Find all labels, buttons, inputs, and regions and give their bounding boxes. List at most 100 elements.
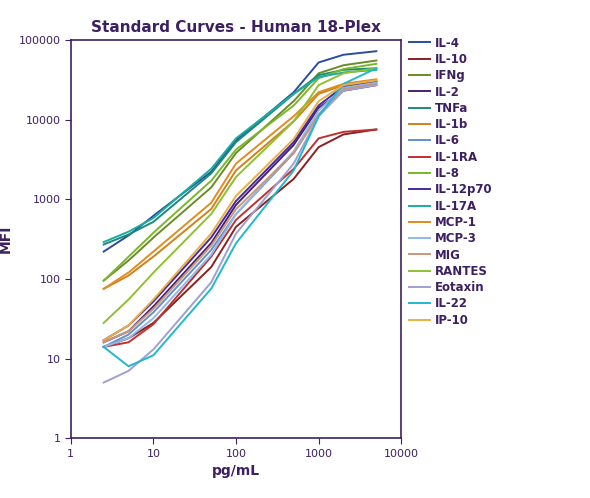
IL-1RA [348, 128, 355, 134]
IL-17A [261, 113, 268, 119]
Line: IL-10: IL-10 [104, 129, 376, 347]
IFNg [100, 278, 107, 284]
IL-17A [267, 109, 274, 115]
IL-12p70 [263, 167, 270, 173]
MIG [348, 85, 355, 91]
IFNg [101, 277, 108, 283]
IL-4 [330, 55, 337, 61]
MCP-3 [261, 179, 268, 185]
TNFa [330, 69, 337, 75]
IL-6 [261, 180, 268, 186]
IL-6 [101, 344, 108, 350]
IFNg [348, 61, 355, 67]
Line: IL-8: IL-8 [104, 64, 376, 281]
Eotaxin [330, 98, 337, 104]
IP-10 [100, 337, 107, 343]
MCP-1 [263, 136, 270, 142]
IL-17A [100, 239, 107, 245]
IL-10 [267, 195, 274, 201]
TNFa [267, 110, 274, 116]
IL-1RA [330, 131, 337, 137]
IL-10 [263, 199, 270, 205]
IL-4 [100, 249, 107, 254]
IL-22 [268, 196, 275, 202]
MCP-3 [330, 94, 337, 100]
Eotaxin [100, 379, 107, 385]
MIG [373, 81, 380, 87]
Eotaxin [101, 379, 108, 385]
IL-2 [330, 95, 337, 101]
IP-10 [261, 164, 268, 170]
Line: IL-4: IL-4 [104, 51, 376, 251]
IL-8 [261, 124, 268, 130]
IL-6 [263, 179, 270, 185]
MCP-1 [373, 76, 380, 82]
IL-2 [101, 339, 108, 345]
IL-1RA [263, 190, 270, 196]
MIG [261, 178, 268, 184]
MCP-1 [348, 80, 355, 86]
Line: IL-6: IL-6 [104, 83, 376, 347]
IL-1b [261, 142, 268, 148]
IP-10 [263, 163, 270, 169]
MCP-3 [348, 84, 355, 90]
IL-8 [101, 277, 108, 283]
IL-4 [261, 113, 268, 119]
IL-22 [373, 65, 380, 71]
Eotaxin [267, 189, 274, 195]
RANTES [267, 140, 274, 146]
IL-6 [267, 175, 274, 181]
IL-6 [330, 97, 337, 103]
IP-10 [101, 337, 108, 343]
IFNg [373, 58, 380, 64]
Eotaxin [348, 87, 355, 93]
IL-8 [100, 278, 107, 284]
TNFa [261, 115, 268, 121]
RANTES [373, 65, 380, 71]
MIG [263, 177, 270, 183]
IL-17A [101, 239, 108, 245]
IL-17A [348, 69, 355, 75]
IL-22 [124, 363, 132, 369]
IFNg [267, 119, 274, 125]
IL-17A [373, 67, 380, 73]
IL-1b [100, 286, 107, 292]
IP-10 [348, 81, 355, 87]
IL-2 [263, 171, 270, 177]
MCP-3 [263, 178, 270, 184]
IL-12p70 [261, 168, 268, 174]
RANTES [263, 145, 270, 151]
IL-1b [373, 79, 380, 85]
IL-22 [263, 201, 270, 207]
IFNg [330, 66, 337, 72]
IL-22 [348, 77, 355, 83]
MCP-1 [100, 286, 107, 292]
IL-1b [267, 138, 274, 144]
MCP-3 [373, 80, 380, 86]
TNFa [101, 241, 108, 247]
Eotaxin [261, 195, 268, 201]
Line: IL-1b: IL-1b [104, 82, 376, 289]
IL-1RA [101, 344, 108, 350]
IL-12p70 [348, 82, 355, 88]
IL-12p70 [373, 79, 380, 85]
TNFa [263, 114, 270, 120]
Eotaxin [263, 194, 270, 200]
IL-12p70 [100, 337, 107, 343]
MIG [100, 339, 107, 345]
IL-1RA [261, 191, 268, 197]
Line: IL-2: IL-2 [104, 85, 376, 342]
IL-1RA [373, 126, 380, 132]
IL-22 [100, 344, 107, 350]
IL-6 [348, 85, 355, 91]
IL-8 [330, 70, 337, 76]
IL-8 [373, 61, 380, 67]
Line: MCP-1: MCP-1 [104, 79, 376, 289]
RANTES [101, 319, 108, 325]
IL-4 [373, 48, 380, 54]
IL-12p70 [330, 91, 337, 97]
MCP-3 [100, 344, 107, 350]
Y-axis label: MFI: MFI [0, 225, 13, 253]
IL-4 [348, 51, 355, 57]
IL-22 [263, 202, 270, 208]
